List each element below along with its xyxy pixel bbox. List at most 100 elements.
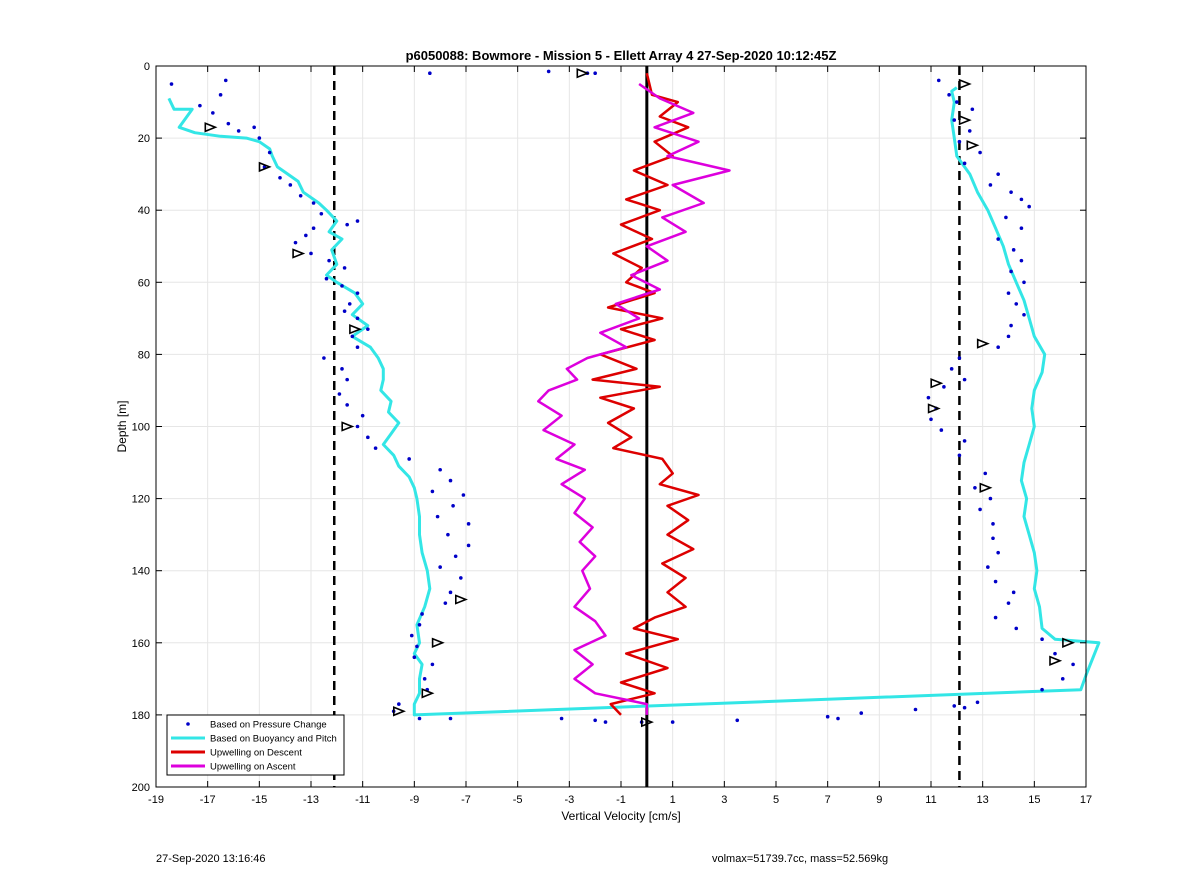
pressure-change-point: [1009, 323, 1013, 328]
pressure-change-point: [397, 702, 401, 706]
pressure-change-point: [218, 93, 223, 97]
pressure-change-point: [957, 356, 962, 360]
pressure-change-point: [1006, 601, 1011, 605]
footer-timestamp: 27-Sep-2020 13:16:46: [156, 853, 266, 865]
legend-marker-dot: [186, 722, 190, 726]
pressure-change-point: [975, 700, 980, 705]
y-tick-label: 20: [138, 133, 150, 145]
pressure-change-point: [448, 478, 453, 483]
pressure-change-point: [962, 161, 967, 166]
x-tick-label: 17: [1080, 794, 1092, 806]
pressure-change-point: [345, 222, 349, 227]
pressure-change-point: [947, 93, 951, 97]
pressure-change-point: [430, 662, 435, 667]
pressure-change-point: [169, 82, 174, 86]
x-tick-label: 3: [721, 794, 727, 806]
pressure-change-point: [252, 125, 256, 130]
pressure-change-point: [1040, 637, 1044, 641]
series-line: [167, 86, 1101, 717]
x-tick-label: 11: [925, 794, 936, 806]
pressure-change-point: [438, 565, 442, 569]
pressure-change-point: [198, 103, 202, 108]
pressure-change-point: [1011, 248, 1016, 252]
pressure-change-point: [603, 720, 608, 724]
pressure-change-point: [978, 150, 982, 155]
pressure-change-point: [735, 718, 740, 723]
pressure-change-point: [996, 172, 1000, 176]
pressure-change-point: [327, 258, 331, 263]
pressure-change-point: [226, 121, 231, 126]
x-tick-label: -15: [251, 794, 267, 806]
pressure-change-point: [1019, 197, 1024, 202]
pressure-change-point: [970, 107, 975, 112]
triangle-marker: [976, 338, 990, 349]
triangle-marker: [341, 421, 355, 432]
pressure-change-point: [366, 435, 370, 440]
legend-entry-label: Upwelling on Ascent: [210, 762, 296, 773]
pressure-change-point: [993, 615, 998, 620]
pressure-change-point: [223, 78, 228, 83]
triangle-marker: [204, 122, 218, 133]
x-tick-label: 5: [773, 794, 779, 806]
pressure-change-point: [409, 633, 414, 638]
pressure-change-point: [993, 579, 998, 584]
pressure-change-point: [926, 395, 931, 400]
triangle-marker: [927, 403, 941, 414]
pressure-change-point: [1014, 626, 1019, 631]
x-tick-label: 15: [1028, 794, 1040, 806]
pressure-change-point: [211, 111, 215, 115]
pressure-change-point: [366, 327, 370, 331]
pressure-change-point: [342, 266, 347, 270]
footer-volmax-mass: volmax=51739.7cc, mass=52.569kg: [712, 853, 889, 865]
marker-layer: [204, 68, 1076, 728]
y-tick-label: 200: [132, 782, 150, 794]
pressure-change-point: [461, 493, 466, 497]
pressure-change-point: [267, 150, 272, 155]
x-axis-label: Vertical Velocity [cm/s]: [561, 809, 680, 823]
pressure-change-point: [949, 367, 954, 371]
pressure-change-point: [1022, 312, 1026, 317]
pressure-change-point: [430, 489, 435, 494]
triangle-marker: [958, 78, 972, 90]
pressure-change-point: [1019, 226, 1024, 231]
x-tick-label: -19: [148, 794, 164, 806]
pressure-change-point: [825, 714, 830, 719]
series-layer: [167, 69, 1101, 724]
pressure-change-point: [342, 309, 347, 313]
pressure-change-point: [415, 644, 419, 649]
x-ticks: -19 -17 -15 -13 -11 -9 -7 -5 -3 -1 1 3 5 7 9 11 13 15 17: [148, 66, 1092, 806]
pressure-change-point: [1006, 334, 1011, 339]
legend-entry-label: Upwelling on Descent: [210, 748, 302, 759]
chart-title: p6050088: Bowmore - Mission 5 - Ellett A…: [406, 48, 837, 63]
pressure-change-point: [962, 705, 967, 710]
pressure-change-point: [355, 291, 360, 295]
pressure-change-point: [983, 471, 988, 476]
pressure-change-point: [1014, 302, 1019, 306]
pressure-change-point: [311, 201, 316, 205]
triangle-marker: [1062, 637, 1076, 648]
x-tick-label: -9: [409, 794, 419, 806]
pressure-change-point: [952, 118, 957, 122]
pressure-change-point: [996, 550, 1000, 555]
pressure-change-point: [355, 316, 360, 321]
pressure-change-point: [407, 457, 411, 461]
pressure-change-point: [952, 704, 957, 708]
pressure-change-point: [435, 514, 440, 519]
pressure-change-point: [428, 71, 432, 76]
triangle-marker: [979, 482, 993, 493]
triangle-marker: [421, 688, 435, 699]
pressure-change-point: [988, 183, 993, 187]
pressure-change-point: [546, 69, 551, 74]
pressure-change-point: [347, 302, 352, 306]
pressure-change-point: [324, 276, 329, 281]
series-line: [591, 72, 700, 716]
pressure-change-point: [340, 284, 344, 288]
pressure-change-point: [355, 424, 360, 429]
triangle-marker: [292, 248, 306, 259]
triangle-marker: [958, 114, 972, 126]
legend-entry-label: Based on Buoyancy and Pitch: [210, 734, 337, 745]
pressure-change-point: [355, 345, 360, 349]
x-tick-label: -3: [564, 794, 574, 806]
pressure-change-point: [913, 707, 918, 712]
pressure-change-point: [836, 716, 840, 721]
